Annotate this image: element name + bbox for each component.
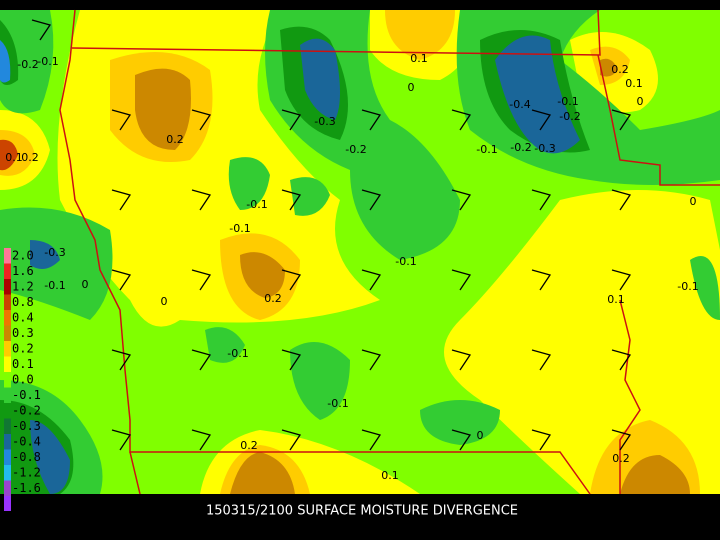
- colorbar-swatch: [4, 465, 11, 481]
- colorbar-label: 0.1: [12, 357, 34, 371]
- contour-label: -0.1: [229, 222, 250, 235]
- contour-label: -0.1: [37, 55, 58, 68]
- contour-label: -0.2: [559, 110, 580, 123]
- contour-label: 0.2: [264, 292, 282, 305]
- colorbar-swatch: [4, 372, 11, 388]
- contour-label: 0: [690, 195, 697, 208]
- colorbar-swatch: [4, 496, 11, 511]
- colorbar-swatch: [4, 263, 11, 279]
- colorbar-label: 1.6: [12, 264, 34, 278]
- contour-label: -0.2: [510, 141, 531, 154]
- field: [0, 10, 720, 494]
- contour-label: -0.2: [345, 143, 366, 156]
- contour-label: 0.2: [21, 151, 39, 164]
- colorbar-label: -0.3: [12, 419, 41, 433]
- colorbar-swatch: [4, 387, 11, 403]
- contour-label: -0.1: [677, 280, 698, 293]
- contour-label: -0.2: [17, 58, 38, 71]
- colorbar-swatch: [4, 356, 11, 372]
- colorbar-swatch: [4, 434, 11, 450]
- colorbar-swatch: [4, 341, 11, 357]
- contour-label: 0: [477, 429, 484, 442]
- wind-barbs: [31, 19, 632, 451]
- contour-label: 0.2: [166, 133, 184, 146]
- contour-label: -0.1: [227, 347, 248, 360]
- colorbar-label: 0.4: [12, 311, 34, 325]
- contour-label: 0: [637, 95, 644, 108]
- colorbar: 2.01.6 1.20.8 0.40.3 0.20.1 0.0-0.1 -0.2-0.3 -…: [4, 248, 41, 511]
- colorbar-label: 1.2: [12, 280, 34, 294]
- colorbar-swatch: [4, 294, 11, 310]
- colorbar-label: -0.2: [12, 404, 41, 418]
- colorbar-label: -0.4: [12, 435, 41, 449]
- colorbar-label: -1.6: [12, 481, 41, 495]
- contour-label: 0.2: [611, 63, 629, 76]
- caption: 150315/2100 SURFACE MOISTURE DIVERGENCE: [206, 504, 518, 519]
- contour-label: -0.1: [44, 279, 65, 292]
- contour-label: -0.3: [44, 246, 65, 259]
- contour-label: -0.4: [509, 98, 530, 111]
- contour-label: 0.2: [612, 452, 630, 465]
- colorbar-swatch: [4, 449, 11, 465]
- colorbar-swatch: [4, 325, 11, 341]
- colorbar-label: -1.2: [12, 466, 41, 480]
- colorbar-swatch: [4, 279, 11, 295]
- contour-label: 0.1: [625, 77, 643, 90]
- contour-label: 0.2: [240, 439, 258, 452]
- colorbar-swatch: [4, 248, 11, 264]
- colorbar-label: 0.3: [12, 326, 34, 340]
- contour-label: -0.1: [476, 143, 497, 156]
- colorbar-swatch: [4, 310, 11, 326]
- colorbar-label: 0.2: [12, 342, 34, 356]
- contour-label: -0.3: [314, 115, 335, 128]
- contour-label: -0.1: [557, 95, 578, 108]
- contour-label: 0.1: [410, 52, 428, 65]
- colorbar-label: -0.8: [12, 450, 41, 464]
- contour-label: 0.1: [5, 151, 23, 164]
- colorbar-label: -0.1: [12, 388, 41, 402]
- colorbar-swatch: [4, 403, 11, 419]
- contour-label: -0.1: [395, 255, 416, 268]
- contour-labels: -0.2-0.1 0.10-0.30.2-0.2 -0.1 -0.2 -0.3-0.4-…: [5, 52, 698, 482]
- colorbar-label: 0.0: [12, 373, 34, 387]
- contour-label: 0: [82, 278, 89, 291]
- colorbar-label: 2.0: [12, 249, 34, 263]
- contour-label: -0.1: [246, 198, 267, 211]
- colorbar-label: 0.8: [12, 295, 34, 309]
- colorbar-swatch: [4, 418, 11, 434]
- contour-label: 0.1: [381, 469, 399, 482]
- contour-label: -0.1: [327, 397, 348, 410]
- contour-label: 0.1: [607, 293, 625, 306]
- contour-label: 0: [408, 81, 415, 94]
- colorbar-swatch: [4, 480, 11, 496]
- contour-label: -0.3: [534, 142, 555, 155]
- contour-label: 0: [161, 295, 168, 308]
- state-borders: [59, 9, 720, 495]
